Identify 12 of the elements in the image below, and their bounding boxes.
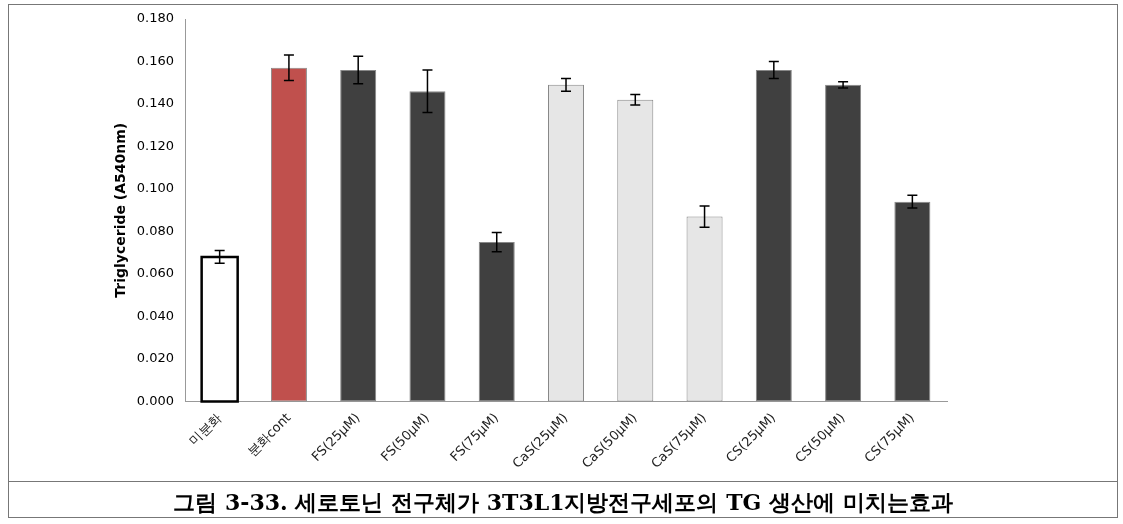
y-tick-label: 0.060 xyxy=(136,265,175,281)
y-tick-label: 0.080 xyxy=(136,222,175,238)
y-tick-label: 0.020 xyxy=(136,350,175,366)
y-tick-label: 0.000 xyxy=(136,392,175,408)
y-tick-label: 0.120 xyxy=(136,137,175,153)
y-tick-label: 0.160 xyxy=(136,52,175,68)
caption: 그림 3-33. 세로토닌 전구체가 3T3L1지방전구세포의 TG 생산에 미치는효과 xyxy=(9,481,1117,518)
y-tick-label: 0.140 xyxy=(136,95,175,111)
y-axis-title: Triglyceride (A540nm) xyxy=(112,122,129,298)
y-tick-label: 0.040 xyxy=(136,307,175,323)
y-tick-label: 0.100 xyxy=(136,180,175,196)
y-tick-label: 0.180 xyxy=(136,10,175,26)
